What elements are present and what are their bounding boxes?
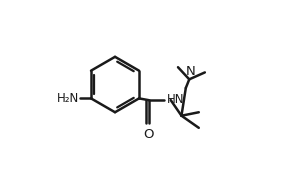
Text: H₂N: H₂N: [57, 92, 79, 105]
Text: N: N: [185, 65, 195, 78]
Text: HN: HN: [167, 93, 185, 106]
Text: O: O: [143, 128, 154, 141]
